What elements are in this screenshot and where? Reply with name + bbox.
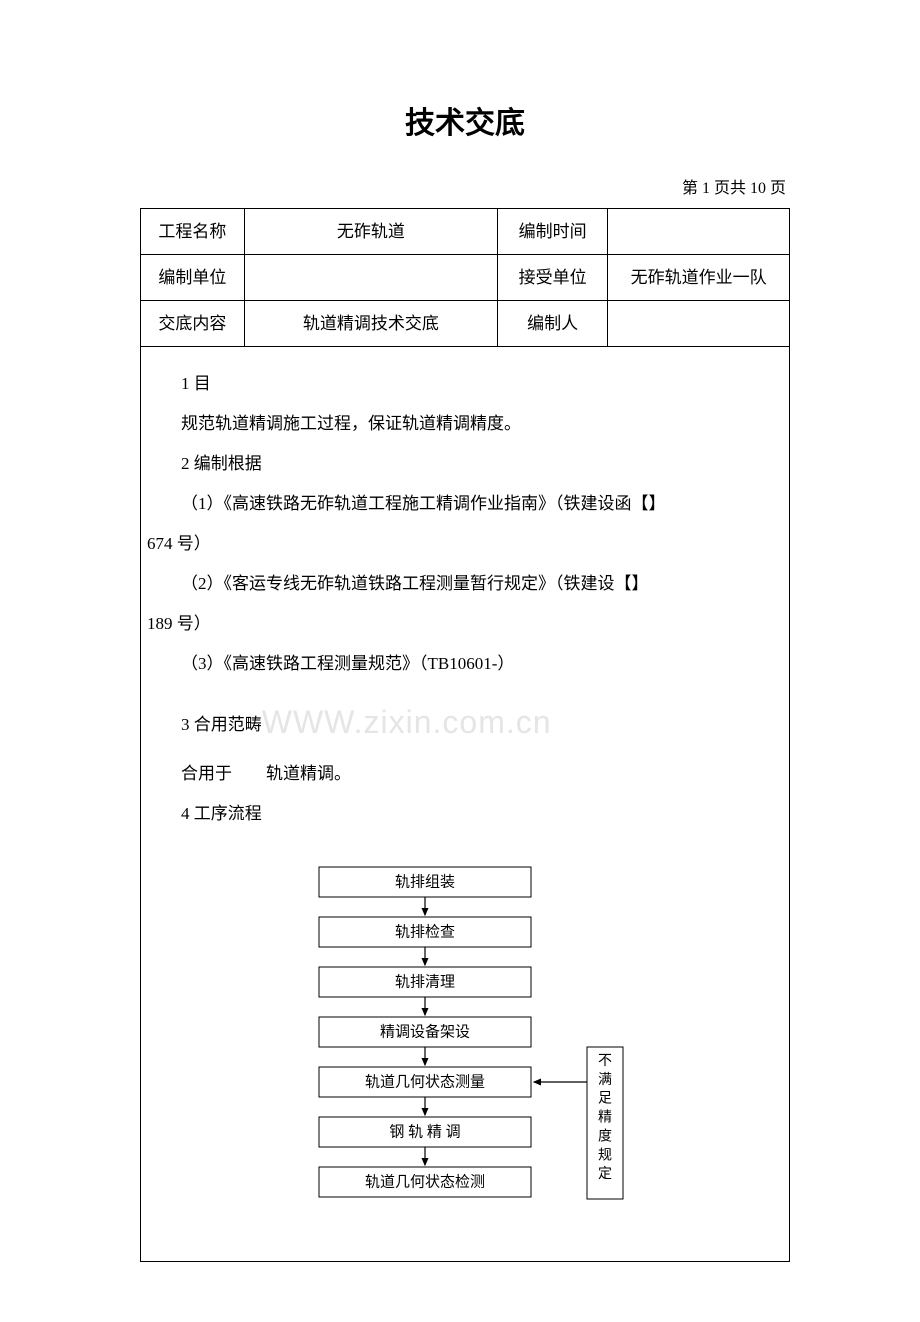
cell-project-value: 无砟轨道 [244, 208, 497, 254]
flow-feedback-char: 规 [598, 1147, 612, 1163]
section-1-heading: 1 目 [147, 367, 783, 401]
page-counter: 第 1 页共 10 页 [140, 176, 790, 202]
flow-node-label: 轨排组装 [395, 874, 455, 891]
flow-feedback-char: 精 [598, 1110, 612, 1126]
ref-3: （3）《高速铁路工程测量规范》（TB10601-） [147, 647, 783, 681]
cell-author-value [608, 300, 790, 346]
flow-node-label: 轨排清理 [395, 974, 455, 991]
flow-feedback-char: 足 [598, 1092, 612, 1107]
section-1-text: 规范轨道精调施工过程，保证轨道精调精度。 [147, 407, 783, 441]
table-row: 工程名称 无砟轨道 编制时间 [141, 208, 790, 254]
section-3-heading: 3 合用范畴WWW.zixin.com.cn [147, 687, 783, 751]
section-4-heading: 4 工序流程 [147, 797, 783, 831]
flow-feedback-char: 满 [598, 1072, 612, 1088]
cell-project-label: 工程名称 [141, 208, 245, 254]
table-row: 交底内容 轨道精调技术交底 编制人 [141, 300, 790, 346]
cell-date-value [608, 208, 790, 254]
ref-2: （2）《客运专线无砟轨道铁路工程测量暂行规定》（铁建设【】 [147, 567, 783, 601]
ref-1: （1）《高速铁路无砟轨道工程施工精调作业指南》（铁建设函【】 [147, 487, 783, 521]
flow-node-label: 轨排检查 [395, 924, 455, 941]
header-table: 工程名称 无砟轨道 编制时间 编制单位 接受单位 无砟轨道作业一队 交底内容 轨… [140, 208, 790, 348]
flow-feedback-char: 不 [598, 1054, 612, 1069]
flowchart-container: 轨排组装轨排检查轨排清理精调设备架设轨道几何状态测量钢 轨 精 调轨道几何状态检… [147, 861, 783, 1241]
cell-preparer-label: 编制单位 [141, 254, 245, 300]
process-flowchart: 轨排组装轨排检查轨排清理精调设备架设轨道几何状态测量钢 轨 精 调轨道几何状态检… [245, 861, 685, 1241]
cell-receiver-label: 接受单位 [497, 254, 607, 300]
ref-2b: 189 号） [147, 607, 783, 641]
section-3-text: 3 合用范畴 [181, 715, 262, 734]
content-body: 1 目 规范轨道精调施工过程，保证轨道精调精度。 2 编制根据 （1）《高速铁路… [140, 347, 790, 1262]
flow-node-label: 精调设备架设 [380, 1024, 470, 1041]
cell-content-label: 交底内容 [141, 300, 245, 346]
cell-date-label: 编制时间 [497, 208, 607, 254]
cell-preparer-value [244, 254, 497, 300]
flow-node-label: 钢 轨 精 调 [389, 1124, 460, 1141]
section-3-body: 合用于 轨道精调。 [147, 757, 783, 791]
flow-feedback-char: 度 [598, 1129, 612, 1145]
section-2-heading: 2 编制根据 [147, 447, 783, 481]
flow-node-label: 轨道几何状态测量 [365, 1074, 485, 1091]
cell-content-value: 轨道精调技术交底 [244, 300, 497, 346]
flow-node-label: 轨道几何状态检测 [365, 1174, 485, 1191]
ref-1b: 674 号） [147, 527, 783, 561]
cell-author-label: 编制人 [497, 300, 607, 346]
cell-receiver-value: 无砟轨道作业一队 [608, 254, 790, 300]
flow-feedback-char: 定 [598, 1166, 612, 1182]
page-title: 技术交底 [140, 100, 790, 148]
table-row: 编制单位 接受单位 无砟轨道作业一队 [141, 254, 790, 300]
watermark-text: WWW.zixin.com.cn [262, 704, 552, 740]
